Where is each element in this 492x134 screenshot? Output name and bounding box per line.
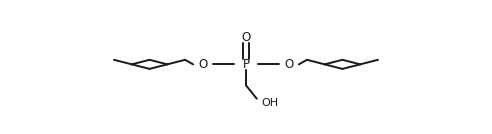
Text: P: P: [243, 58, 249, 71]
Text: OH: OH: [261, 98, 278, 108]
Text: O: O: [242, 31, 250, 44]
Text: O: O: [198, 58, 208, 71]
Text: O: O: [284, 58, 294, 71]
